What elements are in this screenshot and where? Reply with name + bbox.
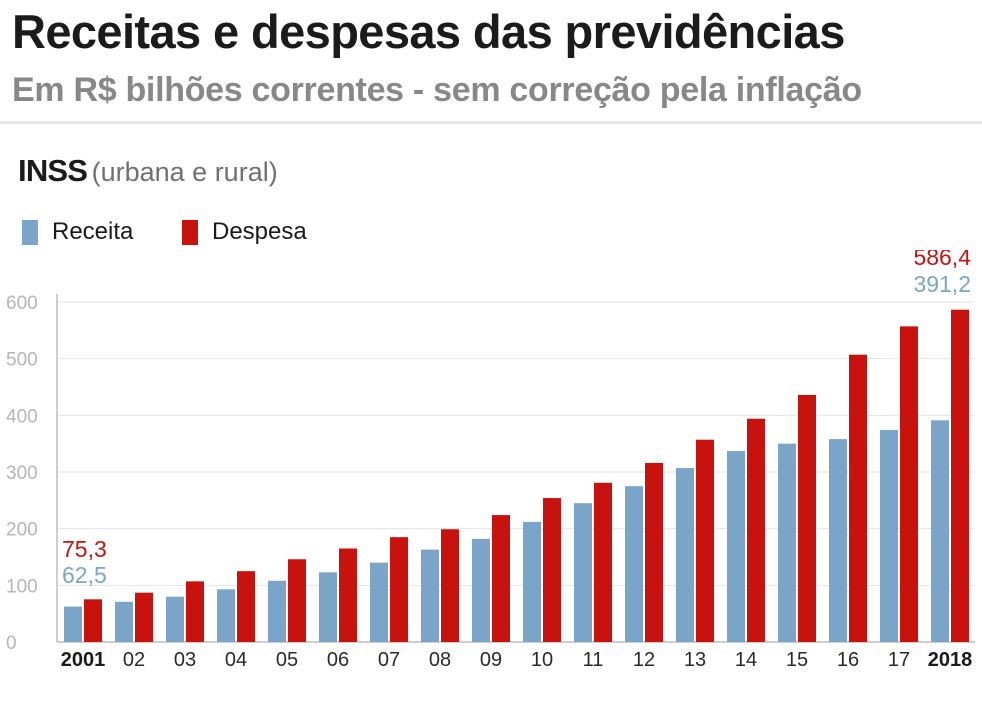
y-tick-label: 300	[6, 463, 38, 484]
x-tick-label: 06	[327, 649, 349, 671]
bar-receita-05	[268, 580, 286, 642]
legend-receita-label: Receita	[52, 218, 134, 245]
bar-despesa-17	[900, 326, 918, 642]
bar-receita-17	[880, 430, 898, 642]
bar-chart: 0 100 200 300 400 500 600 2001 02 03 04 05 06 07 08 09 1…	[6, 250, 975, 671]
bar-receita-04	[217, 589, 235, 642]
y-tick-label: 400	[6, 406, 38, 427]
legend-despesa: Despesa	[182, 218, 307, 246]
x-tick-label: 09	[480, 649, 502, 671]
bar-despesa-2018	[951, 309, 969, 642]
section-qualifier: (urbana e rural)	[91, 157, 278, 187]
bar-despesa-12	[645, 462, 663, 642]
x-tick-label: 04	[225, 649, 247, 671]
bar-despesa-06	[339, 548, 357, 642]
legend-despesa-swatch	[182, 219, 198, 245]
legend-receita-swatch	[22, 219, 38, 245]
y-tick-label: 200	[6, 520, 38, 541]
bar-despesa-03	[186, 581, 204, 642]
x-tick-label: 14	[735, 649, 757, 671]
bar-despesa-04	[237, 571, 255, 642]
x-tick-label: 03	[174, 649, 196, 671]
x-tick-label: 02	[123, 649, 145, 671]
bar-receita-07	[370, 562, 388, 642]
bar-despesa-15	[798, 394, 816, 642]
bar-despesa-07	[390, 537, 408, 642]
x-tick-label: 17	[888, 649, 910, 671]
x-tick-label: 11	[583, 649, 604, 671]
bar-receita-16	[829, 439, 847, 642]
y-tick-label: 100	[6, 576, 38, 597]
legend-receita: Receita	[22, 218, 133, 246]
y-tick-label: 500	[6, 350, 38, 371]
bar-receita-2001	[64, 606, 82, 642]
bar-receita-14	[727, 451, 745, 642]
x-tick-label: 15	[786, 649, 808, 671]
bar-receita-12	[625, 486, 643, 642]
x-tick-label: 10	[531, 649, 553, 671]
x-tick-label: 12	[633, 649, 655, 671]
section-heading: INSS (urbana e rural)	[18, 153, 278, 189]
bar-despesa-2001	[84, 599, 102, 642]
bar-receita-08	[421, 549, 439, 642]
x-tick-label: 2018	[928, 649, 973, 671]
bar-receita-13	[676, 468, 694, 642]
data-label-receita-2018: 391,2	[913, 271, 971, 297]
bar-despesa-09	[492, 515, 510, 642]
bar-despesa-02	[135, 592, 153, 642]
bar-receita-2018	[931, 420, 949, 642]
bar-receita-15	[778, 443, 796, 642]
bar-despesa-11	[594, 482, 612, 642]
x-tick-label: 16	[837, 649, 859, 671]
bar-despesa-16	[849, 354, 867, 642]
bar-despesa-05	[288, 559, 306, 642]
chart-subtitle: Em R$ bilhões correntes - sem correção p…	[12, 71, 862, 109]
legend-despesa-label: Despesa	[212, 218, 307, 245]
bar-receita-03	[166, 596, 184, 642]
header-divider	[0, 121, 982, 124]
y-tick-label: 0	[6, 633, 17, 654]
section-name: INSS	[18, 153, 88, 188]
x-tick-label: 08	[429, 649, 451, 671]
y-tick-label: 600	[6, 293, 38, 314]
x-tick-label: 13	[684, 649, 706, 671]
bar-receita-09	[472, 538, 490, 642]
data-label-receita-2001: 62,5	[62, 562, 107, 588]
x-tick-label: 2001	[61, 649, 106, 671]
bar-receita-02	[115, 601, 133, 642]
bar-receita-11	[574, 503, 592, 642]
bar-receita-10	[523, 521, 541, 642]
chart-title: Receitas e despesas das previdências	[12, 5, 845, 58]
data-label-despesa-2001: 75,3	[62, 536, 107, 562]
bar-despesa-13	[696, 439, 714, 642]
bar-despesa-08	[441, 529, 459, 642]
x-tick-label: 07	[378, 649, 400, 671]
bar-despesa-10	[543, 498, 561, 642]
x-tick-label: 05	[276, 649, 298, 671]
data-label-despesa-2018: 586,4	[913, 250, 971, 270]
bar-receita-06	[319, 572, 337, 642]
bar-despesa-14	[747, 418, 765, 642]
